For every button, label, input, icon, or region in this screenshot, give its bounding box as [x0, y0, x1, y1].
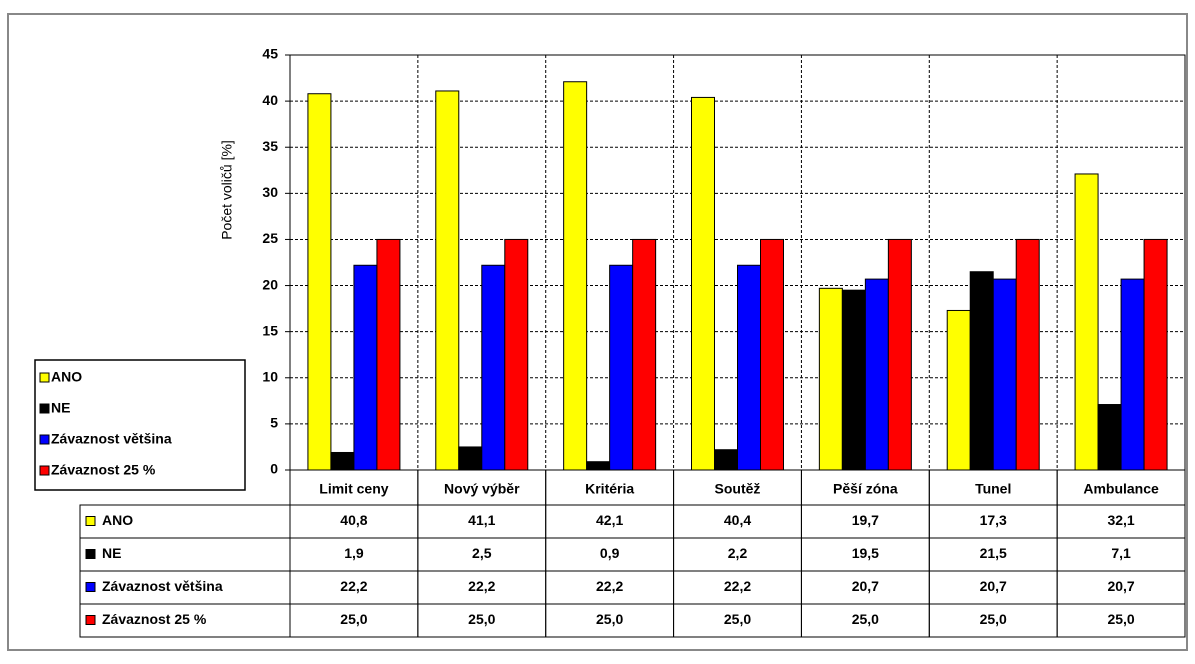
bar [1015, 238, 1040, 471]
y-axis-label: Počet voličů [%] [219, 140, 235, 240]
table-value: 25,0 [724, 611, 751, 627]
category-label: Limit ceny [319, 481, 388, 497]
legend-key [39, 403, 50, 414]
bar [1120, 278, 1145, 471]
y-tick-label: 35 [262, 138, 278, 154]
table-value: 25,0 [596, 611, 623, 627]
table-value: 25,0 [340, 611, 367, 627]
bar [632, 238, 657, 471]
table-value: 22,2 [596, 578, 623, 594]
table-value: 25,0 [980, 611, 1007, 627]
bar [737, 264, 761, 471]
legend-key [85, 615, 96, 625]
category-label: Kritéria [585, 481, 634, 497]
y-tick-label: 15 [262, 322, 278, 338]
table-series-name: Závaznost 25 % [102, 611, 207, 627]
table-series-name: ANO [102, 512, 133, 528]
bar [969, 271, 994, 471]
bar [376, 238, 401, 471]
table-value: 25,0 [468, 611, 495, 627]
category-label: Tunel [975, 481, 1011, 497]
bar [435, 90, 460, 471]
legend-key [85, 582, 96, 592]
y-tick-label: 0 [270, 461, 278, 477]
bar [586, 461, 611, 471]
table-value: 25,0 [852, 611, 879, 627]
legend-label: NE [51, 400, 70, 416]
bar [481, 264, 506, 471]
table-value: 20,7 [1107, 578, 1134, 594]
y-tick-label: 5 [270, 415, 278, 431]
y-tick-label: 45 [262, 46, 278, 62]
category-label: Soutěž [715, 481, 761, 497]
table-value: 17,3 [980, 512, 1007, 528]
y-tick-label: 40 [262, 92, 278, 108]
bar [887, 238, 912, 471]
bar [307, 93, 332, 471]
table-value: 7,1 [1111, 545, 1131, 561]
bar [330, 451, 355, 471]
table-value: 19,7 [852, 512, 879, 528]
table-value: 22,2 [468, 578, 495, 594]
bar [609, 264, 634, 471]
bar [691, 96, 715, 471]
bar [714, 449, 738, 471]
y-tick-label: 25 [262, 230, 278, 246]
bar [841, 289, 866, 471]
bar [353, 264, 378, 471]
table-value: 40,4 [724, 512, 751, 528]
table-value: 0,9 [600, 545, 620, 561]
table-value: 2,2 [728, 545, 748, 561]
bar [992, 278, 1017, 471]
table-series-name: Závaznost většina [102, 578, 223, 594]
bar [818, 287, 843, 471]
y-tick-label: 30 [262, 184, 278, 200]
bar [864, 278, 889, 471]
bar [504, 238, 529, 471]
table-value: 21,5 [980, 545, 1007, 561]
legend-key [39, 434, 50, 445]
table-value: 22,2 [340, 578, 367, 594]
bar [946, 309, 971, 471]
table-value: 2,5 [472, 545, 492, 561]
table-value: 32,1 [1107, 512, 1134, 528]
bar [563, 81, 588, 471]
table-cell [1056, 603, 1186, 638]
legend-label: ANO [51, 369, 82, 385]
table-value: 40,8 [340, 512, 367, 528]
legend-label: Závaznost 25 % [51, 462, 156, 478]
table-value: 41,1 [468, 512, 495, 528]
table-series-name: NE [102, 545, 121, 561]
bar [1074, 173, 1099, 471]
y-tick-label: 10 [262, 368, 278, 384]
bar [1097, 404, 1122, 471]
legend-key [85, 516, 96, 526]
table-value: 42,1 [596, 512, 623, 528]
legend-key [39, 372, 50, 383]
legend-key [85, 549, 96, 559]
table-value: 20,7 [980, 578, 1007, 594]
legend-key [39, 465, 50, 476]
bar [458, 446, 483, 471]
category-label: Pěší zóna [833, 481, 898, 497]
category-label: Ambulance [1083, 481, 1159, 497]
bar [1143, 238, 1168, 471]
table-value: 20,7 [852, 578, 879, 594]
bar [760, 238, 784, 471]
legend [34, 359, 246, 491]
legend-label: Závaznost většina [51, 431, 172, 447]
table-value: 25,0 [1107, 611, 1134, 627]
category-label: Nový výběr [444, 481, 520, 497]
table-value: 1,9 [344, 545, 364, 561]
table-value: 22,2 [724, 578, 751, 594]
y-tick-label: 20 [262, 276, 278, 292]
table-value: 19,5 [852, 545, 879, 561]
